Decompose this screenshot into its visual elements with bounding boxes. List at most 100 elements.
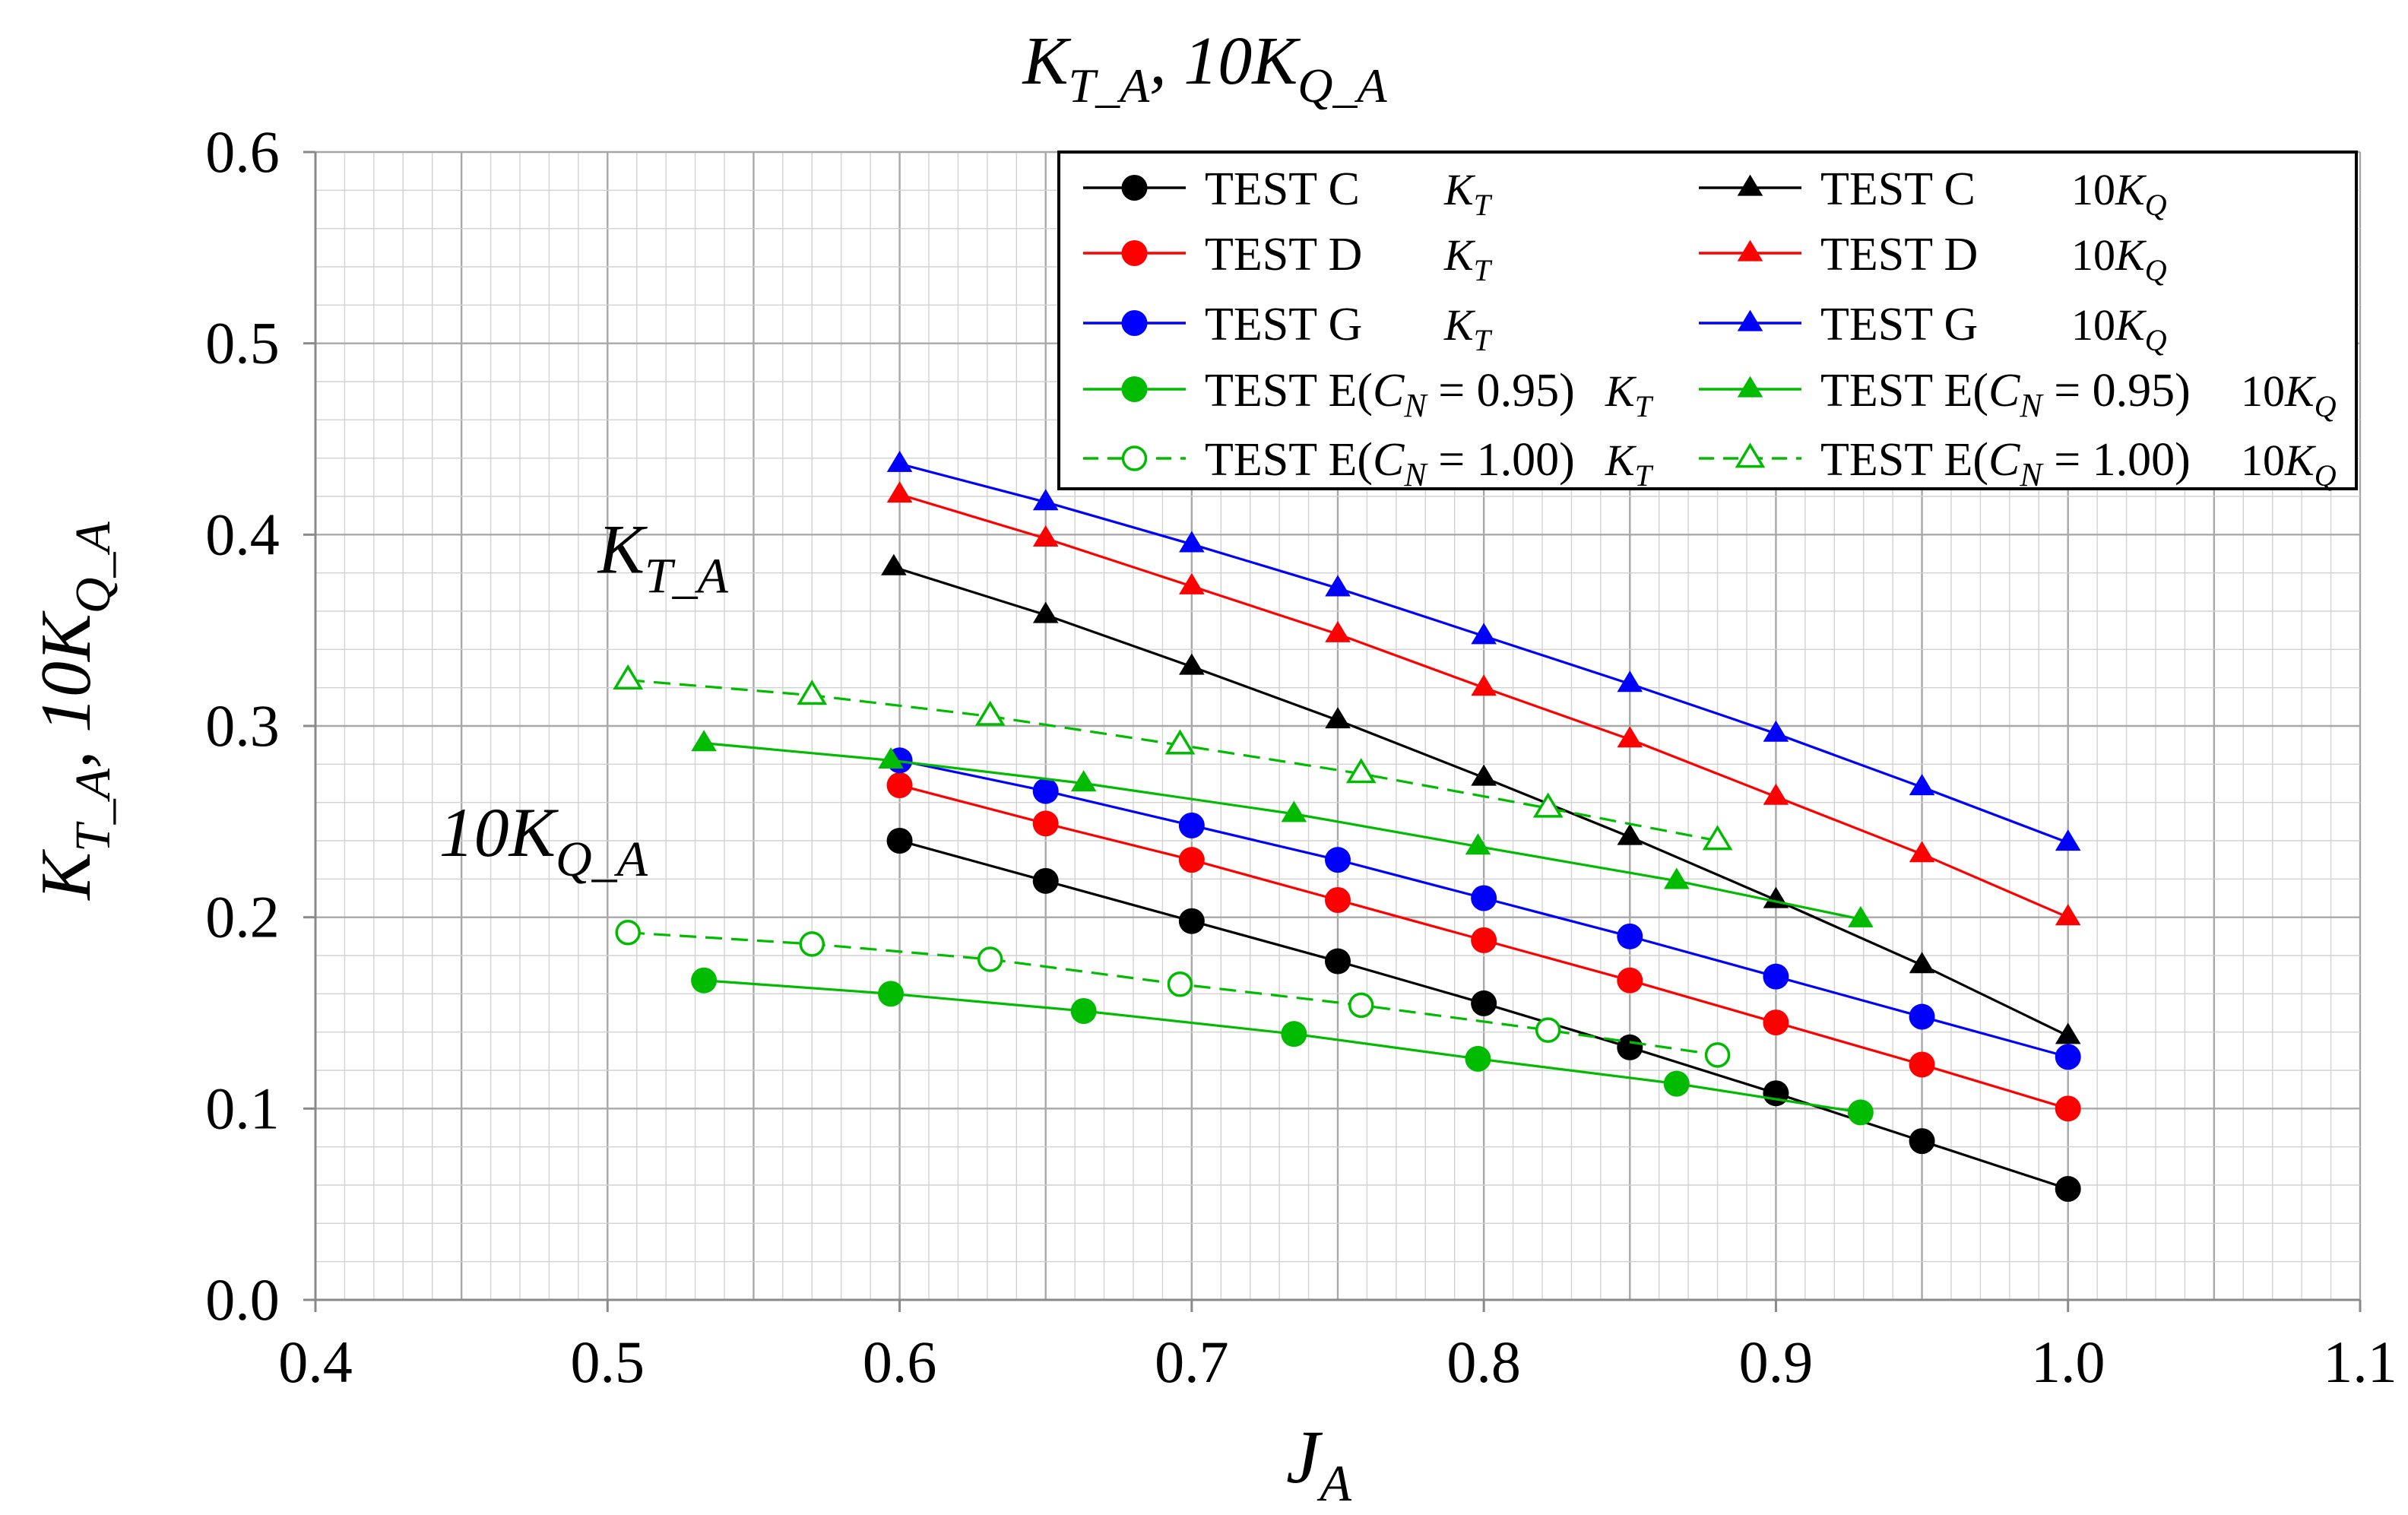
legend-coef-sub: Q [2145,253,2167,287]
legend-entry-0: TEST C KT [1083,163,1493,222]
ylabel-sep: , 10K [27,610,106,769]
legend-entry-5: TEST C 10KQ [1699,163,2167,222]
series-6 [886,481,2081,926]
data-point [1663,1070,1690,1097]
data-point [1167,971,1193,997]
x-tick-label: 1.1 [2323,1329,2397,1395]
series-line [703,979,1861,1114]
data-point [1325,620,1351,642]
legend-coef: 10KQ [2071,230,2167,287]
legend-coef-main: K [1605,436,1637,485]
legend-label: TEST E(CN = 1.00) [1205,434,1575,493]
legend-label: TEST G [1205,299,1362,350]
annotation-sub: Q_A [556,832,648,887]
y-axis-label: KT_A, 10KQ_A [27,521,121,902]
data-point [1763,783,1789,805]
legend-cn-sub: N [2019,456,2044,493]
legend-cn-val: = 0.95) [2042,365,2191,417]
data-point [1471,927,1497,953]
legend-label: TEST E(CN = 1.00) [1820,434,2191,493]
legend-coef-num: 10 [2071,230,2115,280]
legend-coef-num: 10 [2241,366,2285,416]
legend-label: TEST C [1820,163,1976,215]
legend-name: TEST E( [1820,434,1988,486]
data-point [1179,531,1205,553]
legend-cn-sub: N [1403,387,1428,424]
data-point [1032,489,1059,511]
axes: 0.4 0.5 0.6 0.7 0.8 0.9 1.0 1.1 0.0 0.1 0.2 0.3 0.4 0… [205,119,2397,1395]
legend-coef-main: K [1443,230,1476,280]
data-point [886,772,913,799]
data-point [1909,841,1935,863]
legend-marker [1121,240,1148,266]
data-point [886,481,913,503]
legend-coef-main: K [1443,165,1476,214]
legend-coef: KT [1443,165,1493,222]
x-tick-label: 0.6 [863,1329,937,1395]
data-point [1471,764,1497,786]
data-point [1909,1128,1935,1155]
y-tick-label: 0.2 [205,884,280,950]
legend-coef-sub: T [1474,253,1493,287]
data-point [878,981,905,1007]
legend-marker [1121,376,1148,402]
legend-label: TEST E(CN = 0.95) [1205,365,1575,424]
series-3 [691,967,1874,1126]
ylabel-main: K [27,849,106,902]
legend-marker [1735,442,1766,468]
legend-marker [1737,239,1763,261]
title-sep: , 10K [1149,24,1301,99]
data-point [1471,674,1497,696]
data-point [1032,525,1059,547]
y-tick-label: 0.6 [205,119,280,185]
data-point [691,967,718,994]
data-point [1535,1017,1561,1043]
legend-cn-val: = 0.95) [1427,365,1575,417]
legend-entry-6: TEST D 10KQ [1699,229,2167,287]
legend-coef-sub: Q [2315,389,2337,423]
legend-coef-sub: T [1474,323,1493,357]
legend-coef: KT [1443,300,1493,357]
data-point [1070,770,1097,792]
legend-coef: 10KQ [2071,165,2167,222]
series-5 [881,553,2081,1044]
series-1 [886,772,2081,1122]
legend-marker [1121,175,1148,201]
legend-entry-2: TEST G KT [1083,299,1493,357]
data-point [2055,1022,2081,1044]
ylabel-sub2: Q_A [65,521,121,614]
data-point [1070,997,1097,1024]
data-point [2055,904,2081,926]
data-point [974,700,1006,726]
data-point [1164,729,1196,755]
legend-coef-num: 10 [2071,165,2115,214]
title-main: K [1021,24,1071,99]
x-tick-label: 1.0 [2031,1329,2105,1395]
legend-marker [1737,376,1763,398]
legend-cn: C [1988,365,2020,417]
legend-coef-sub: T [1635,389,1654,423]
legend-cn-val: = 1.00) [2042,434,2191,486]
x-tick-label: 0.5 [571,1329,645,1395]
data-point [1617,967,1643,994]
legend-name: TEST C [1820,163,1976,215]
data-point [2055,1176,2081,1203]
data-point [2055,1095,2081,1122]
data-point [1325,948,1351,975]
legend-name: TEST E( [1205,434,1373,486]
data-point [1617,726,1643,748]
data-point [1325,887,1351,914]
legend-name: TEST D [1820,229,1978,280]
y-tick-label: 0.0 [205,1266,280,1333]
data-point [1909,1003,1935,1030]
data-point [886,828,913,854]
data-point [1179,572,1205,594]
legend-coef-main: K [1443,300,1476,350]
data-point [799,931,825,957]
data-point [1702,825,1733,851]
legend-name: TEST E( [1820,365,1988,417]
xlabel-sub: A [1316,1454,1351,1512]
legend-marker [1737,309,1763,331]
legend-cn: C [1988,434,2020,486]
